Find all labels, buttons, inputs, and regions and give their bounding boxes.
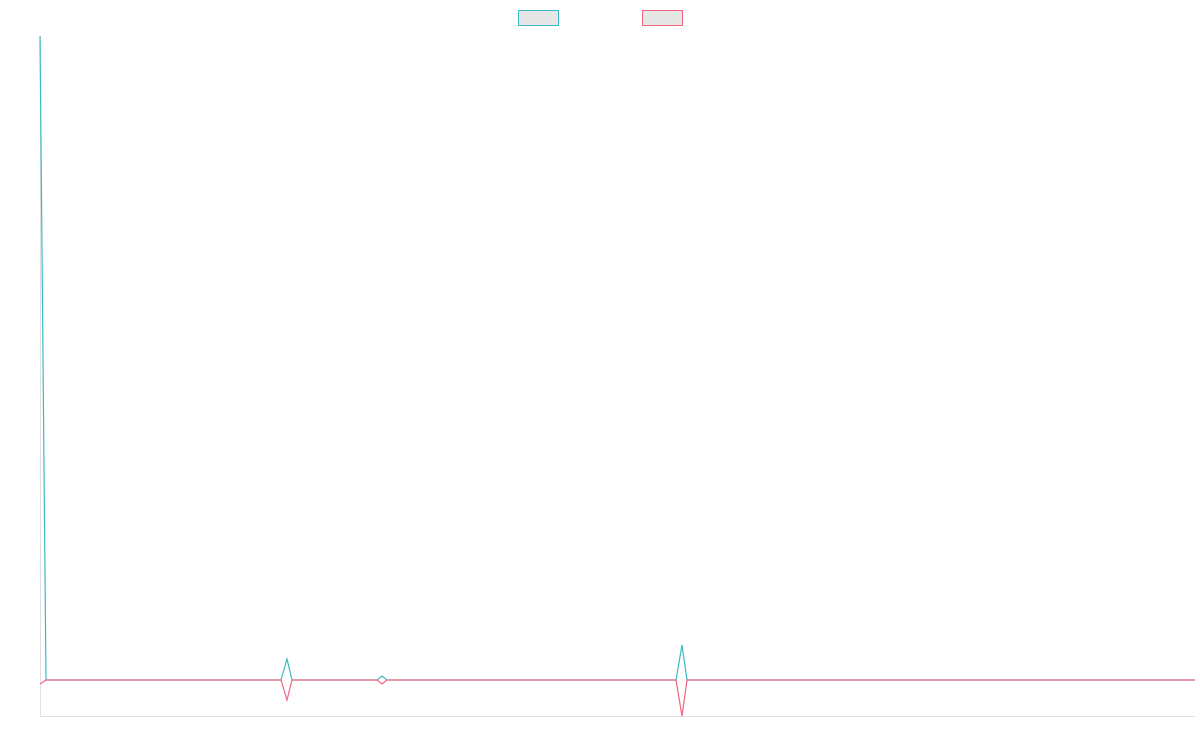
legend-swatch bbox=[518, 10, 559, 26]
series-line bbox=[39, 35, 1195, 681]
series-line bbox=[39, 679, 1195, 717]
legend bbox=[518, 10, 683, 26]
legend-swatch bbox=[642, 10, 683, 26]
